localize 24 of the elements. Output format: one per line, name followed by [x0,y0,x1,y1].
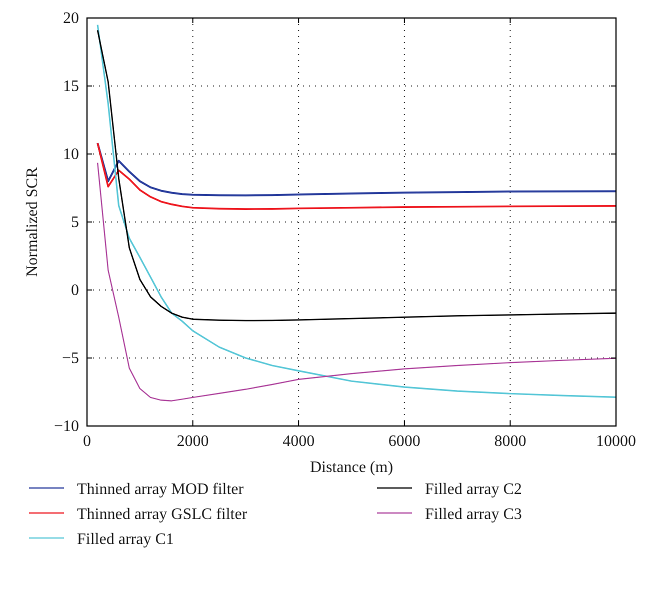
legend-label: Thinned array MOD filter [77,481,244,498]
legend-label: Filled array C3 [425,506,522,523]
x-tick-label: 0 [83,433,91,450]
x-tick-label: 8000 [494,433,526,450]
y-tick-label: −10 [54,418,79,435]
y-axis-title: Normalized SCR [24,166,41,277]
x-tick-label: 4000 [282,433,315,450]
line-series [96,142,617,210]
legend-label: Thinned array GSLC filter [77,506,248,523]
line-series [96,24,617,398]
x-tick-label: 10000 [596,433,636,450]
x-tick-label: 2000 [176,433,209,450]
x-tick-label: 6000 [388,433,420,450]
legend-label: Filled array C1 [77,531,174,548]
y-tick-label: 5 [71,214,79,231]
line-series [96,162,617,402]
x-axis-title: Distance (m) [310,459,394,476]
y-tick-label: 0 [71,282,79,299]
y-tick-label: 15 [63,78,79,95]
y-tick-label: −5 [62,350,79,367]
line-series [96,142,617,196]
y-tick-label: 10 [63,146,79,163]
legend-label: Filled array C2 [425,481,522,498]
y-tick-label: 20 [63,10,79,27]
